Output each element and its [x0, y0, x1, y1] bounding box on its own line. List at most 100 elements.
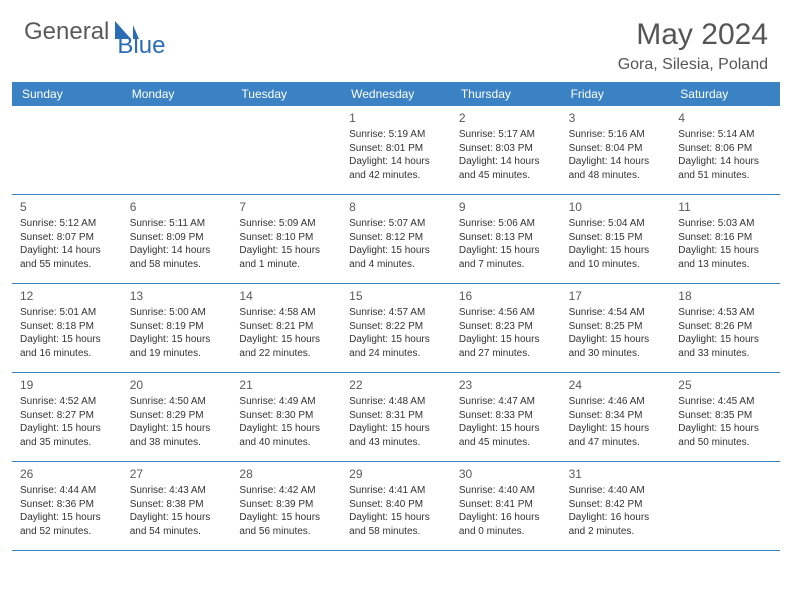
sunset-text: Sunset: 8:34 PM: [569, 409, 663, 423]
sunset-text: Sunset: 8:29 PM: [130, 409, 224, 423]
empty-cell: [231, 106, 341, 194]
day-header-friday: Friday: [561, 82, 671, 106]
title-block: May 2024 Gora, Silesia, Poland: [618, 18, 768, 74]
day-cell: 31Sunrise: 4:40 AMSunset: 8:42 PMDayligh…: [561, 462, 671, 550]
daylight-text: Daylight: 15 hours and 24 minutes.: [349, 333, 443, 360]
daylight-text: Daylight: 14 hours and 51 minutes.: [678, 155, 772, 182]
daylight-text: Daylight: 15 hours and 4 minutes.: [349, 244, 443, 271]
sunset-text: Sunset: 8:42 PM: [569, 498, 663, 512]
daylight-text: Daylight: 15 hours and 52 minutes.: [20, 511, 114, 538]
day-number: 16: [459, 288, 553, 304]
day-cell: 15Sunrise: 4:57 AMSunset: 8:22 PMDayligh…: [341, 284, 451, 372]
day-cell: 29Sunrise: 4:41 AMSunset: 8:40 PMDayligh…: [341, 462, 451, 550]
day-number: 6: [130, 199, 224, 215]
sunset-text: Sunset: 8:10 PM: [239, 231, 333, 245]
day-cell: 14Sunrise: 4:58 AMSunset: 8:21 PMDayligh…: [231, 284, 341, 372]
day-number: 27: [130, 466, 224, 482]
day-cell: 13Sunrise: 5:00 AMSunset: 8:19 PMDayligh…: [122, 284, 232, 372]
day-number: 21: [239, 377, 333, 393]
sunrise-text: Sunrise: 5:04 AM: [569, 217, 663, 231]
month-title: May 2024: [618, 18, 768, 52]
week-row: 19Sunrise: 4:52 AMSunset: 8:27 PMDayligh…: [12, 373, 780, 462]
day-number: 22: [349, 377, 443, 393]
sunset-text: Sunset: 8:23 PM: [459, 320, 553, 334]
daylight-text: Daylight: 15 hours and 22 minutes.: [239, 333, 333, 360]
empty-cell: [122, 106, 232, 194]
day-cell: 25Sunrise: 4:45 AMSunset: 8:35 PMDayligh…: [670, 373, 780, 461]
day-number: 11: [678, 199, 772, 215]
day-number: 28: [239, 466, 333, 482]
sunset-text: Sunset: 8:41 PM: [459, 498, 553, 512]
location-text: Gora, Silesia, Poland: [618, 56, 768, 74]
sunrise-text: Sunrise: 5:06 AM: [459, 217, 553, 231]
sunset-text: Sunset: 8:06 PM: [678, 142, 772, 156]
day-cell: 7Sunrise: 5:09 AMSunset: 8:10 PMDaylight…: [231, 195, 341, 283]
day-header-wednesday: Wednesday: [341, 82, 451, 106]
sunset-text: Sunset: 8:13 PM: [459, 231, 553, 245]
sunrise-text: Sunrise: 4:46 AM: [569, 395, 663, 409]
day-cell: 26Sunrise: 4:44 AMSunset: 8:36 PMDayligh…: [12, 462, 122, 550]
daylight-text: Daylight: 15 hours and 56 minutes.: [239, 511, 333, 538]
sunset-text: Sunset: 8:15 PM: [569, 231, 663, 245]
daylight-text: Daylight: 15 hours and 1 minute.: [239, 244, 333, 271]
day-number: 15: [349, 288, 443, 304]
sunrise-text: Sunrise: 4:43 AM: [130, 484, 224, 498]
day-number: 17: [569, 288, 663, 304]
daylight-text: Daylight: 15 hours and 27 minutes.: [459, 333, 553, 360]
day-cell: 6Sunrise: 5:11 AMSunset: 8:09 PMDaylight…: [122, 195, 232, 283]
day-number: 26: [20, 466, 114, 482]
day-number: 31: [569, 466, 663, 482]
day-cell: 1Sunrise: 5:19 AMSunset: 8:01 PMDaylight…: [341, 106, 451, 194]
daylight-text: Daylight: 16 hours and 2 minutes.: [569, 511, 663, 538]
sunrise-text: Sunrise: 5:14 AM: [678, 128, 772, 142]
sunset-text: Sunset: 8:18 PM: [20, 320, 114, 334]
day-header-sunday: Sunday: [12, 82, 122, 106]
daylight-text: Daylight: 14 hours and 55 minutes.: [20, 244, 114, 271]
day-number: 23: [459, 377, 553, 393]
day-cell: 2Sunrise: 5:17 AMSunset: 8:03 PMDaylight…: [451, 106, 561, 194]
day-headers-row: SundayMondayTuesdayWednesdayThursdayFrid…: [12, 82, 780, 106]
sunrise-text: Sunrise: 4:44 AM: [20, 484, 114, 498]
sunset-text: Sunset: 8:27 PM: [20, 409, 114, 423]
sunrise-text: Sunrise: 4:40 AM: [459, 484, 553, 498]
week-row: 26Sunrise: 4:44 AMSunset: 8:36 PMDayligh…: [12, 462, 780, 551]
sunrise-text: Sunrise: 5:17 AM: [459, 128, 553, 142]
sunrise-text: Sunrise: 4:42 AM: [239, 484, 333, 498]
day-number: 2: [459, 110, 553, 126]
daylight-text: Daylight: 15 hours and 47 minutes.: [569, 422, 663, 449]
daylight-text: Daylight: 15 hours and 13 minutes.: [678, 244, 772, 271]
day-number: 1: [349, 110, 443, 126]
sunset-text: Sunset: 8:19 PM: [130, 320, 224, 334]
day-cell: 23Sunrise: 4:47 AMSunset: 8:33 PMDayligh…: [451, 373, 561, 461]
day-number: 10: [569, 199, 663, 215]
daylight-text: Daylight: 14 hours and 48 minutes.: [569, 155, 663, 182]
logo-text-blue: Blue: [117, 32, 165, 60]
day-header-monday: Monday: [122, 82, 232, 106]
sunrise-text: Sunrise: 5:03 AM: [678, 217, 772, 231]
sunset-text: Sunset: 8:40 PM: [349, 498, 443, 512]
sunrise-text: Sunrise: 5:07 AM: [349, 217, 443, 231]
sunset-text: Sunset: 8:01 PM: [349, 142, 443, 156]
day-number: 13: [130, 288, 224, 304]
sunrise-text: Sunrise: 4:58 AM: [239, 306, 333, 320]
daylight-text: Daylight: 15 hours and 33 minutes.: [678, 333, 772, 360]
day-cell: 8Sunrise: 5:07 AMSunset: 8:12 PMDaylight…: [341, 195, 451, 283]
day-cell: 21Sunrise: 4:49 AMSunset: 8:30 PMDayligh…: [231, 373, 341, 461]
sunrise-text: Sunrise: 4:47 AM: [459, 395, 553, 409]
daylight-text: Daylight: 15 hours and 19 minutes.: [130, 333, 224, 360]
day-header-tuesday: Tuesday: [231, 82, 341, 106]
day-number: 3: [569, 110, 663, 126]
sunset-text: Sunset: 8:22 PM: [349, 320, 443, 334]
day-cell: 16Sunrise: 4:56 AMSunset: 8:23 PMDayligh…: [451, 284, 561, 372]
sunrise-text: Sunrise: 4:54 AM: [569, 306, 663, 320]
sunrise-text: Sunrise: 5:12 AM: [20, 217, 114, 231]
daylight-text: Daylight: 15 hours and 38 minutes.: [130, 422, 224, 449]
sunset-text: Sunset: 8:12 PM: [349, 231, 443, 245]
day-cell: 17Sunrise: 4:54 AMSunset: 8:25 PMDayligh…: [561, 284, 671, 372]
day-number: 5: [20, 199, 114, 215]
sunrise-text: Sunrise: 4:50 AM: [130, 395, 224, 409]
daylight-text: Daylight: 15 hours and 40 minutes.: [239, 422, 333, 449]
daylight-text: Daylight: 15 hours and 10 minutes.: [569, 244, 663, 271]
sunset-text: Sunset: 8:07 PM: [20, 231, 114, 245]
daylight-text: Daylight: 15 hours and 7 minutes.: [459, 244, 553, 271]
